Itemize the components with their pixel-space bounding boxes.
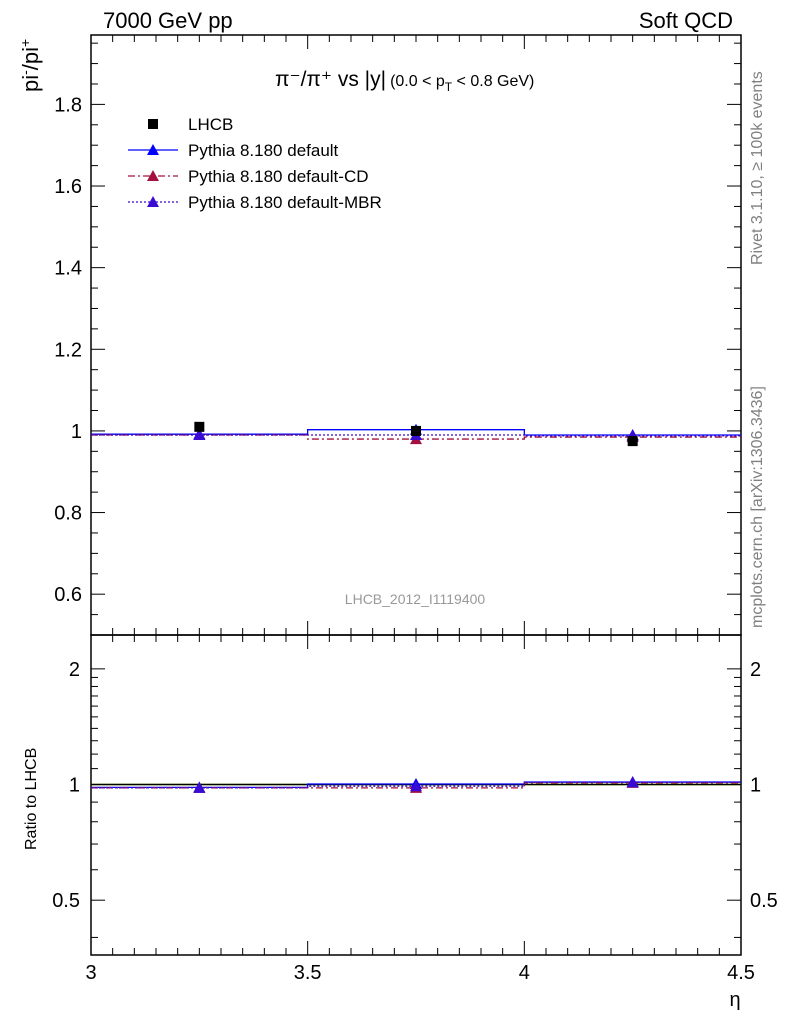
legend-label-data: LHCB — [188, 115, 233, 134]
x-tick-label: 4 — [519, 962, 530, 984]
main-point-data — [411, 425, 421, 436]
ratio-ylabel: Ratio to LHCB — [23, 748, 40, 850]
ratio-y-tick-label: 2 — [69, 659, 80, 681]
legend-label-mbr: Pythia 8.180 default-MBR — [188, 193, 382, 212]
y-tick-label: 1.6 — [54, 176, 82, 198]
main-point-data — [627, 436, 638, 447]
legend-marker-mbr — [147, 196, 159, 207]
main-ylabel: pi-/pi+ — [17, 39, 43, 92]
legend-marker-default — [147, 144, 159, 155]
ratio-point-mbr — [193, 781, 206, 793]
analysis-watermark: LHCB_2012_I1119400 — [345, 591, 486, 607]
ratio-y-tick-label-right: 1 — [750, 775, 761, 797]
legend-label-cd: Pythia 8.180 default-CD — [188, 167, 369, 186]
ratio-point-mbr — [626, 776, 639, 788]
y-tick-label: 1 — [71, 421, 82, 443]
main-point-data — [194, 421, 205, 432]
y-tick-label: 1.8 — [54, 94, 82, 116]
y-tick-label: 0.6 — [54, 584, 82, 606]
ratio-line-cd — [91, 782, 741, 789]
main-point-mbr — [193, 429, 206, 440]
ratio-frame — [90, 634, 742, 956]
x-axis-label: η — [729, 989, 740, 1011]
plot-title: π⁻/π⁺ vs |y| (0.0 < pT < 0.8 GeV) — [275, 68, 534, 94]
ratio-y-tick-label-right: 2 — [750, 659, 761, 681]
header-right: Soft QCD — [639, 8, 733, 33]
x-tick-label: 3 — [85, 962, 96, 984]
main-line-mbr — [91, 434, 741, 437]
y-tick-label: 1.2 — [54, 339, 82, 361]
ratio-line-mbr — [91, 781, 741, 789]
x-tick-label: 3.5 — [294, 962, 322, 984]
ratio-y-tick-label: 1 — [69, 775, 80, 797]
rivet-label: Rivet 3.1.10, ≥ 100k events — [749, 71, 766, 265]
header-left: 7000 GeV pp — [103, 8, 233, 33]
x-tick-label: 4.5 — [727, 962, 755, 984]
source-label: mcplots.cern.ch [arXiv:1306.3436] — [749, 386, 766, 628]
legend-marker-cd — [147, 170, 159, 181]
legend-label-default: Pythia 8.180 default — [188, 141, 339, 160]
y-tick-label: 1.4 — [54, 258, 82, 280]
legend-marker-data — [148, 119, 158, 129]
legend: LHCB Pythia 8.180 default Pythia 8.180 def… — [128, 115, 382, 212]
ratio-y-tick-label: 0.5 — [52, 890, 80, 912]
y-tick-label: 0.8 — [54, 503, 82, 525]
ratio-point-mbr — [410, 780, 422, 792]
ratio-panel: 3 3.5 4 4.5 0.5 0.5 1 1 2 2 — [52, 621, 778, 984]
ratio-y-tick-label-right: 0.5 — [750, 890, 778, 912]
